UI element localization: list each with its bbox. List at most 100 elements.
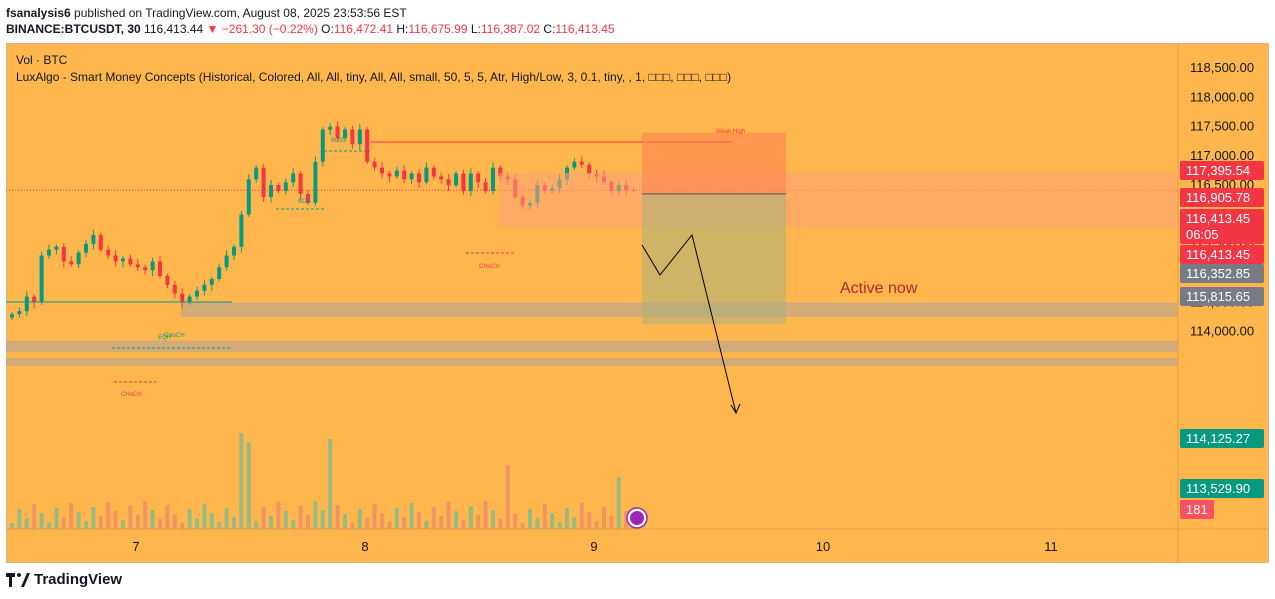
- candle-body: [17, 311, 22, 315]
- choch-label: CHoCH: [121, 392, 142, 398]
- candle-body: [172, 284, 177, 294]
- candle-body: [291, 173, 296, 183]
- price-badge-label: 116,352.85: [1186, 266, 1250, 281]
- candle-body: [24, 296, 29, 312]
- price-badge-label: 116,413.45: [1186, 211, 1250, 226]
- volume-bar: [461, 520, 466, 529]
- volume-bar: [276, 502, 281, 529]
- chart-pane[interactable]: 118,500.00 118,000.00 117,500.00 117,000.00…: [5, 42, 1270, 564]
- volume-bar: [128, 506, 133, 529]
- volume-bar: [380, 513, 384, 529]
- volume-bar: [283, 511, 288, 529]
- volume-bar: [394, 508, 399, 529]
- candle-body: [269, 185, 273, 197]
- volume-bar: [113, 511, 118, 529]
- candle-body: [579, 161, 584, 165]
- volume-bar: [409, 503, 414, 529]
- candle-body: [165, 276, 170, 285]
- volume-bar: [172, 514, 177, 529]
- candle-body: [150, 261, 155, 271]
- volume-bar: [158, 519, 162, 529]
- volume-bar: [209, 513, 214, 529]
- symbol-name[interactable]: BINANCE:BTCUSDT, 30: [6, 22, 141, 36]
- lightning-icon: [630, 511, 644, 525]
- price-chart[interactable]: 118,500.00 118,000.00 117,500.00 117,000.00…: [5, 42, 1270, 564]
- price-tick-label: 114,000.00: [1190, 324, 1254, 339]
- candle-body: [209, 278, 214, 285]
- candle-body: [121, 258, 125, 262]
- candle-body: [387, 173, 392, 177]
- brand-name: TradingView: [34, 571, 123, 588]
- candle-body: [402, 170, 407, 180]
- volume-bar: [10, 523, 14, 529]
- low-label: L:: [470, 22, 481, 36]
- candle-body: [76, 252, 81, 265]
- candle-body: [143, 267, 148, 271]
- price-badge-label: 114,125.27: [1186, 431, 1250, 446]
- time-tick-label: 9: [590, 539, 597, 554]
- volume-bar: [335, 505, 340, 529]
- volume-bar: [17, 509, 22, 529]
- price-badge: [1180, 500, 1214, 519]
- candle-body: [476, 173, 481, 183]
- candle-body: [10, 314, 14, 318]
- price-badge: [1180, 161, 1264, 180]
- volume-bar: [594, 521, 599, 529]
- candle-body: [417, 173, 421, 183]
- open-value: 116,472.41: [333, 22, 394, 36]
- volume-bar: [306, 515, 310, 529]
- volume-bar: [357, 509, 362, 529]
- volume-bar: [150, 510, 155, 529]
- open-label: O:: [321, 22, 334, 36]
- volume-indicator-label[interactable]: Vol · BTC: [16, 53, 68, 67]
- candle-body: [446, 179, 451, 186]
- candle-body: [217, 267, 222, 279]
- volume-bar: [232, 517, 236, 529]
- time-tick-label: 8: [361, 539, 368, 554]
- take-profit-zone: [642, 193, 786, 325]
- volume-bar: [91, 507, 96, 529]
- candle-body: [195, 290, 199, 297]
- luxalgo-indicator-label[interactable]: LuxAlgo - Smart Money Concepts (Historic…: [16, 70, 731, 84]
- high-label: H:: [396, 22, 409, 36]
- volume-bar: [505, 465, 510, 529]
- footer-brand[interactable]: TradingView: [6, 571, 122, 588]
- volume-bar: [195, 518, 199, 529]
- volume-bar: [431, 507, 436, 529]
- candle-body: [572, 161, 577, 168]
- volume-bar: [54, 508, 59, 529]
- volume-bar: [261, 507, 266, 529]
- volume-bar: [424, 521, 429, 529]
- time-tick-label: 11: [1044, 539, 1058, 554]
- price-badge-label: 181: [1186, 502, 1208, 517]
- candle-body: [313, 161, 318, 203]
- choch-label: CHoCH: [479, 264, 500, 270]
- volume-bar: [372, 504, 377, 529]
- eqh-label: EQH: [158, 335, 171, 341]
- demand-zone: [6, 358, 1178, 367]
- price-badge: [1180, 209, 1264, 228]
- volume-bar: [417, 512, 421, 529]
- candle-body: [328, 126, 333, 130]
- demand-zone: [6, 340, 1178, 353]
- candle-body: [106, 249, 111, 256]
- volume-bar: [84, 521, 88, 529]
- volume-bar: [47, 522, 51, 529]
- volume-bar: [498, 519, 503, 529]
- volume-bar: [468, 506, 473, 529]
- volume-bar: [542, 504, 547, 529]
- volume-bar: [520, 523, 525, 529]
- close-value: 116,413.45: [555, 22, 615, 36]
- price-badge-label: 113,529.90: [1186, 481, 1250, 496]
- candle-body: [587, 164, 592, 174]
- volume-bar: [387, 522, 392, 529]
- candle-body: [483, 182, 488, 192]
- volume-bar: [187, 509, 192, 529]
- low-value: 116,387.02: [480, 22, 541, 36]
- volume-bar: [76, 512, 81, 529]
- volume-bar: [446, 502, 451, 529]
- high-value: 116,675.99: [408, 22, 468, 36]
- candle-body: [158, 261, 162, 277]
- candle-body: [98, 235, 103, 250]
- price-badge: [1180, 188, 1264, 207]
